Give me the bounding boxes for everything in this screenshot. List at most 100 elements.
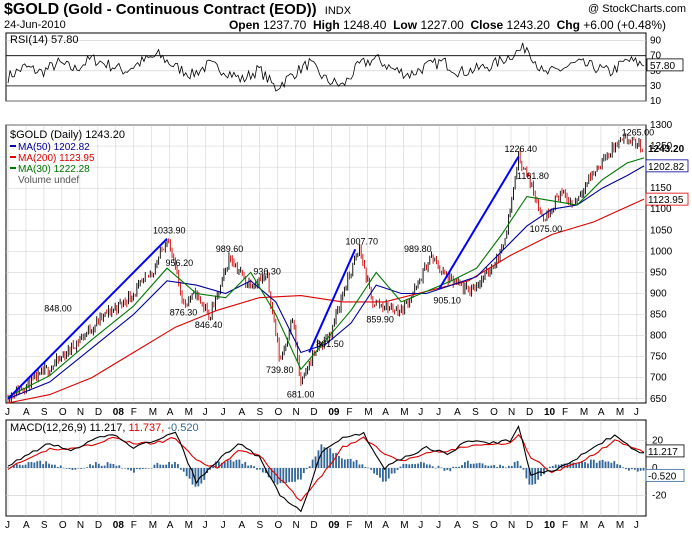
price-tick-label: 900 [650,288,667,299]
low-label: Low [393,18,418,32]
macd-hist-bar [238,459,241,468]
price-x-label: D [310,407,317,418]
macd-hist-bar [364,467,367,468]
macd-hist-bar [519,465,522,468]
peak-label: 1265.00 [622,128,655,138]
price-x-label: S [472,407,479,418]
macd-hist-bar [387,468,390,479]
macd-hist-bar [373,468,376,474]
price-x-label: A [239,407,246,418]
high-value: 1248.40 [343,18,387,32]
macd-x-label: J [436,520,441,531]
macd-hist-bar [346,458,349,468]
macd-hist-bar [411,463,414,468]
price-x-label: A [598,407,605,418]
macd-hist-bar [414,464,417,468]
macd-hist-bar [466,460,469,468]
copyright: @ StockCharts.com [588,3,686,15]
macd-hist-bar [610,462,613,468]
price-tick-label: 1300 [650,120,673,131]
macd-hist-bar [493,465,496,468]
peak-label: 846.40 [195,320,223,330]
macd-hist-bar [434,467,437,469]
macd-hist-bar [115,465,118,468]
macd-legend-hist: -0.520 [167,422,198,434]
ma200-current-label: 1123.95 [648,195,684,206]
peak-label: 905.10 [433,295,461,305]
price-tick-label: 1000 [650,246,673,257]
price-x-label: S [257,407,264,418]
macd-hist-bar [133,468,135,473]
macd-hist-bar [636,468,639,472]
price-x-label: N [77,407,84,418]
macd-hist-bar [65,468,68,469]
quote-summary: Open 1237.70 High 1248.40 Low 1227.00 Cl… [229,18,666,32]
macd-hist-bar [496,467,499,468]
macd-hist-bar [449,468,452,472]
price-x-label: J [203,407,208,418]
macd-hist-bar [42,464,45,468]
macd-hist-bar [355,459,358,468]
price-x-label: F [131,407,137,418]
macd-x-label: S [41,520,48,531]
macd-current-label: -0.520 [648,471,677,482]
rsi-line [7,42,645,92]
price-tick-label: 1150 [650,183,672,194]
price-x-label: A [454,407,461,418]
high-label: High [313,18,340,32]
macd-hist-bar [358,464,361,468]
macd-hist-bar [291,468,294,482]
price-x-label: F [346,407,352,418]
macd-x-label: 08 [113,520,125,531]
price-tick-label: 1100 [650,204,672,215]
macd-legend-signal: 11.737, [128,422,164,434]
macd-x-label: N [292,520,299,531]
macd-hist-bar [267,468,270,478]
price-tick-label: 1050 [650,225,673,236]
price-legend: $GOLD (Daily) 1243.20 MA(50) 1202.82 MA(… [10,129,125,186]
macd-hist-bar [584,462,586,468]
macd-hist-bar [554,464,557,468]
macd-hist-bar [630,468,633,470]
ma200-line [7,198,645,404]
price-tick-label: 800 [650,331,667,342]
macd-legend-name: MACD(12,26,9) [10,422,86,434]
peak-label: 801.50 [316,339,344,349]
macd-hist-bar [335,452,337,468]
macd-hist-bar [592,459,595,468]
current-price-label: 1243.20 [648,144,685,155]
macd-hist-bar [510,465,513,468]
ma50-current-box [645,159,689,173]
macd-hist-bar [581,461,583,468]
macd-hist-bar [21,465,24,468]
macd-x-label: F [562,520,568,531]
macd-x-label: M [580,520,588,531]
macd-hist-bar [297,468,299,480]
macd-hist-bar [226,459,229,468]
macd-hist-bar [48,463,50,468]
macd-x-label: J [418,520,423,531]
macd-hist-bar [352,461,355,468]
macd-hist-bar [490,465,493,468]
macd-x-label: A [454,520,461,531]
macd-x-label: M [400,520,408,531]
macd-hist-bar [446,468,449,471]
chg-value: +6.00 (+0.48%) [583,18,666,32]
price-x-label: 09 [328,407,340,418]
macd-hist-bar [171,464,173,468]
price-annotations: 848.00 1033.90 956.20 876.30 846.40 989.60 936… [44,128,654,400]
legend-gold-value: 1243.20 [85,129,125,141]
macd-x-label: N [508,520,515,531]
peak-label: 1075.00 [530,224,563,234]
macd-hist-bar [423,462,425,468]
macd-hist-bar [92,465,94,468]
macd-legend-macd: 11.217, [89,422,125,434]
macd-hist-bar [572,462,575,468]
open-label: Open [228,18,260,32]
symbol: $GOLD [4,1,60,18]
peak-label: 1226.40 [504,144,537,154]
legend-volume: Volume undef [18,175,79,186]
macd-hist-bar [188,468,191,479]
macd-hist-bar [223,461,226,468]
macd-hist-bar [212,466,214,468]
